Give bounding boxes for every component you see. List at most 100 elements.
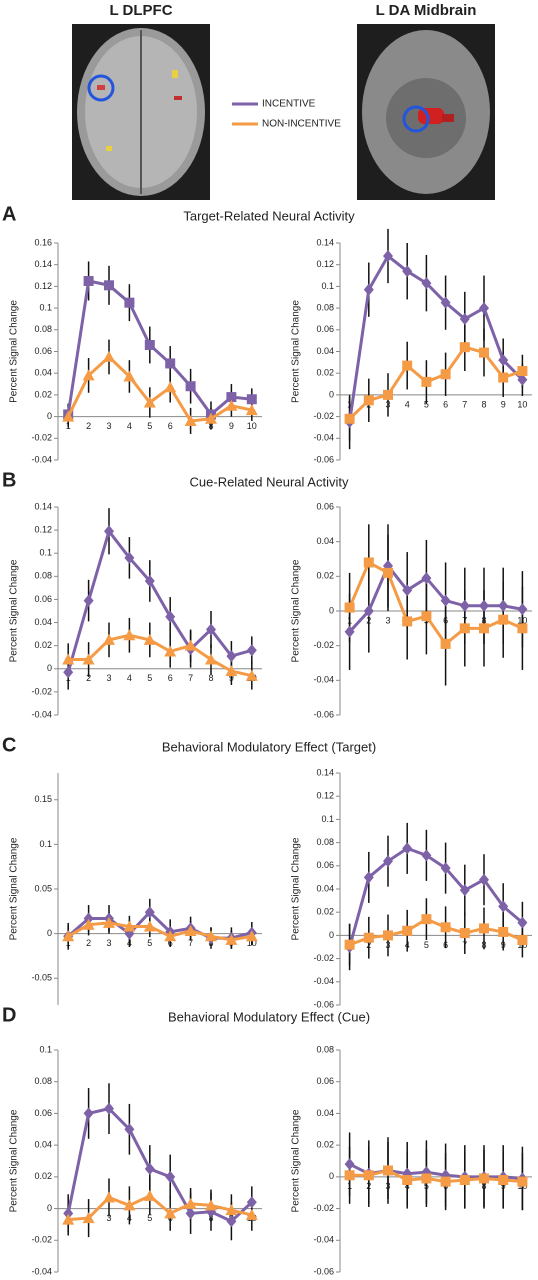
series-line bbox=[348, 345, 523, 420]
marker bbox=[363, 283, 374, 296]
y-tick-label: 0.1 bbox=[321, 814, 334, 824]
y-tick-label: 0 bbox=[47, 663, 52, 673]
marker bbox=[383, 1165, 393, 1176]
marker bbox=[363, 605, 374, 617]
marker bbox=[517, 366, 528, 377]
y-tick-label: 0 bbox=[47, 928, 52, 938]
y-tick-label: -0.04 bbox=[313, 433, 334, 443]
marker bbox=[402, 360, 413, 371]
marker bbox=[459, 1175, 470, 1186]
x-tick-label: 5 bbox=[147, 673, 152, 683]
x-tick-label: 3 bbox=[106, 938, 111, 948]
y-tick-label: 0.04 bbox=[34, 617, 52, 627]
marker bbox=[225, 1204, 238, 1216]
y-tick-label: 0.04 bbox=[34, 368, 52, 378]
marker bbox=[517, 373, 528, 386]
y-axis-label: Percent Signal Change bbox=[9, 559, 20, 662]
marker bbox=[517, 623, 528, 634]
y-tick-label: 0.15 bbox=[34, 794, 52, 804]
y-tick-label: 0.02 bbox=[316, 1140, 334, 1150]
y-tick-label: 0.12 bbox=[316, 259, 334, 269]
marker bbox=[144, 906, 155, 919]
marker bbox=[165, 1170, 176, 1183]
marker bbox=[517, 603, 528, 616]
y-axis-label: Percent Signal Change bbox=[291, 1109, 302, 1212]
marker bbox=[164, 645, 177, 657]
marker bbox=[383, 389, 393, 400]
image-title: L DLPFC bbox=[109, 2, 172, 19]
marker bbox=[63, 666, 74, 679]
marker bbox=[83, 912, 94, 925]
marker bbox=[205, 653, 217, 665]
marker bbox=[479, 623, 489, 634]
marker bbox=[383, 855, 393, 868]
y-tick-label: 0.06 bbox=[34, 1108, 52, 1118]
marker bbox=[82, 653, 95, 665]
series-line bbox=[348, 846, 524, 948]
series-line bbox=[349, 1168, 523, 1184]
marker bbox=[363, 395, 374, 406]
x-tick-label: 4 bbox=[405, 399, 410, 409]
marker bbox=[440, 594, 451, 607]
marker bbox=[205, 930, 217, 942]
marker bbox=[245, 404, 258, 416]
brain-image-left bbox=[72, 24, 210, 200]
marker bbox=[246, 394, 257, 405]
marker bbox=[82, 1212, 95, 1224]
panel-letter: A bbox=[2, 203, 16, 225]
marker bbox=[479, 923, 489, 934]
y-tick-label: -0.04 bbox=[313, 675, 334, 685]
y-tick-label: 0.06 bbox=[34, 594, 52, 604]
marker bbox=[498, 926, 509, 937]
y-tick-label: -0.04 bbox=[31, 1266, 52, 1276]
panel-title: Behavioral Modulatory Effect (Cue) bbox=[168, 1009, 370, 1024]
marker bbox=[63, 1207, 74, 1220]
marker bbox=[165, 358, 176, 369]
image-title: L DA Midbrain bbox=[376, 2, 477, 19]
y-tick-label: -0.06 bbox=[313, 1266, 334, 1276]
panel-title: Behavioral Modulatory Effect (Target) bbox=[162, 739, 376, 754]
marker bbox=[383, 250, 393, 263]
marker bbox=[421, 849, 432, 862]
marker bbox=[459, 599, 470, 612]
x-tick-label: 2 bbox=[86, 673, 91, 683]
series-line bbox=[67, 921, 253, 942]
marker bbox=[402, 265, 413, 278]
brain-image-right bbox=[357, 24, 495, 200]
series-line bbox=[68, 1194, 253, 1222]
marker bbox=[498, 599, 509, 612]
marker bbox=[124, 551, 135, 564]
marker bbox=[440, 638, 451, 649]
y-tick-label: -0.06 bbox=[313, 454, 334, 464]
panel-title: Cue-Related Neural Activity bbox=[190, 474, 349, 489]
marker bbox=[363, 871, 374, 884]
y-tick-label: 0.04 bbox=[316, 346, 334, 356]
marker bbox=[164, 1207, 177, 1219]
marker bbox=[498, 1175, 509, 1186]
x-tick-label: 4 bbox=[127, 421, 132, 431]
marker bbox=[225, 665, 238, 677]
marker bbox=[440, 922, 451, 933]
marker bbox=[498, 354, 509, 367]
marker bbox=[103, 916, 115, 928]
marker bbox=[498, 900, 509, 913]
y-tick-label: 0.1 bbox=[39, 548, 52, 558]
marker bbox=[83, 275, 94, 286]
y-tick-label: 0.14 bbox=[34, 259, 52, 269]
marker bbox=[402, 1175, 413, 1186]
marker bbox=[103, 1191, 115, 1203]
y-tick-label: 0.05 bbox=[34, 883, 52, 893]
marker bbox=[143, 1189, 156, 1201]
marker bbox=[143, 633, 156, 645]
x-tick-label: 6 bbox=[168, 421, 173, 431]
marker bbox=[479, 873, 489, 886]
x-tick-label: 5 bbox=[424, 940, 429, 950]
marker bbox=[205, 412, 217, 424]
marker bbox=[498, 614, 509, 625]
marker bbox=[103, 633, 115, 645]
y-tick-label: 0.08 bbox=[34, 324, 52, 334]
marker bbox=[421, 376, 432, 387]
marker bbox=[344, 602, 355, 613]
y-tick-label: 0.12 bbox=[34, 524, 52, 534]
y-tick-label: 0.02 bbox=[316, 907, 334, 917]
